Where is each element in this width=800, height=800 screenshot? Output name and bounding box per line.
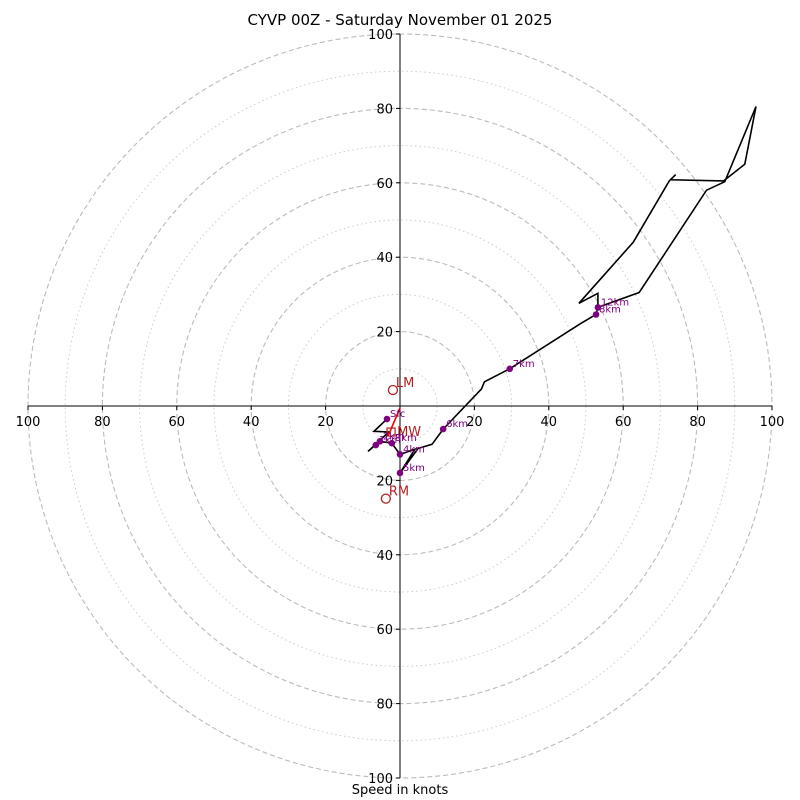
height-marker-label: 8km bbox=[599, 304, 621, 315]
height-marker bbox=[439, 425, 447, 433]
y-tick-label: 60 bbox=[376, 177, 393, 192]
left-mover-marker bbox=[387, 384, 399, 396]
x-tick-label: 100 bbox=[760, 415, 785, 430]
height-marker-label: 4km bbox=[403, 444, 425, 455]
x-tick-label: 80 bbox=[94, 415, 111, 430]
x-tick-label: 60 bbox=[615, 415, 632, 430]
y-tick-label: 40 bbox=[376, 251, 393, 266]
height-marker-label: 2km bbox=[383, 431, 405, 442]
y-tick-label: 100 bbox=[368, 772, 393, 787]
left-mover-label: LM bbox=[396, 376, 414, 391]
y-tick-label: 80 bbox=[376, 698, 393, 713]
y-tick-label: 60 bbox=[376, 623, 393, 638]
x-tick-label: 100 bbox=[16, 415, 41, 430]
height-marker-label: 7km bbox=[513, 359, 535, 370]
height-marker bbox=[376, 438, 384, 445]
right-mover-marker bbox=[380, 493, 392, 504]
height-marker bbox=[506, 365, 514, 373]
chart-title: CYVP 00Z - Saturday November 01 2025 bbox=[247, 11, 553, 29]
height-marker bbox=[592, 311, 600, 318]
y-tick-label: 40 bbox=[376, 549, 393, 564]
height-marker bbox=[388, 439, 396, 447]
mean-wind-label: MW bbox=[397, 425, 421, 440]
y-tick-label: 100 bbox=[368, 28, 393, 43]
height-marker-label: Sfc bbox=[390, 409, 405, 420]
x-tick-label: 20 bbox=[466, 415, 483, 430]
height-marker-label: 3km bbox=[395, 433, 417, 444]
height-marker bbox=[383, 415, 391, 423]
height-marker-label: 5km bbox=[403, 463, 425, 474]
height-marker bbox=[594, 304, 602, 311]
height-marker-label: 12km bbox=[601, 297, 629, 308]
storm-motion-vector bbox=[387, 407, 401, 437]
x-tick-label: 80 bbox=[689, 415, 706, 430]
y-tick-label: 80 bbox=[376, 102, 393, 117]
height-marker bbox=[396, 469, 404, 477]
x-tick-label: 40 bbox=[243, 415, 260, 430]
height-marker-label: 6km bbox=[446, 419, 468, 430]
x-tick-label: 60 bbox=[169, 415, 186, 430]
mean-wind-marker bbox=[386, 427, 396, 437]
height-marker bbox=[396, 451, 404, 458]
height-marker-label: 1km bbox=[379, 435, 401, 446]
x-tick-label: 40 bbox=[541, 415, 558, 430]
x-axis-label: Speed in knots bbox=[351, 783, 449, 798]
y-tick-label: 20 bbox=[376, 326, 393, 341]
y-tick-label: 20 bbox=[376, 474, 393, 489]
x-tick-label: 20 bbox=[317, 415, 334, 430]
right-mover-label: RM bbox=[389, 485, 409, 500]
